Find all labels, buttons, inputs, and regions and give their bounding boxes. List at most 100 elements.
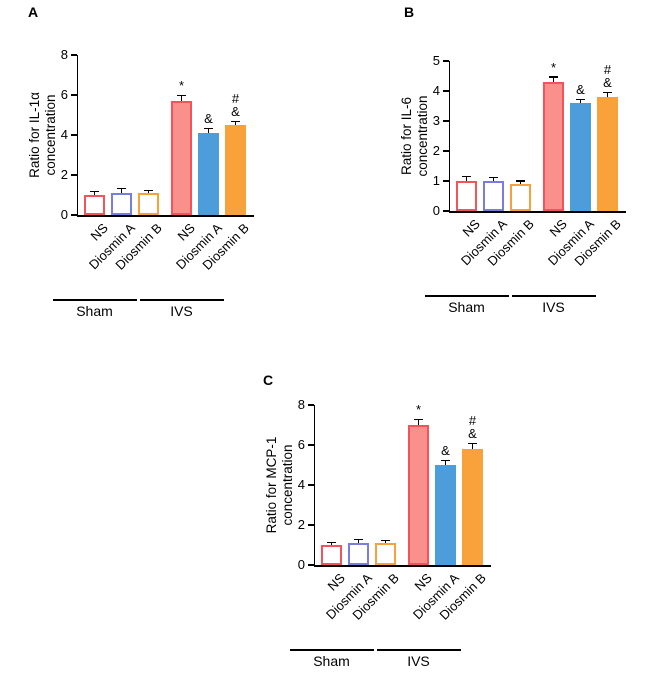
significance-marker: # & — [593, 63, 623, 89]
y-tick-label: 2 — [60, 167, 68, 182]
y-tick-label: 0 — [432, 203, 440, 218]
group-line — [289, 649, 374, 651]
group-label: Sham — [313, 653, 350, 669]
y-tick-label: 5 — [432, 53, 440, 68]
error-bar-cap — [354, 538, 363, 540]
error-bar-cap — [414, 418, 423, 420]
bar — [570, 103, 591, 211]
group-line — [52, 299, 137, 301]
error-bar-cap — [177, 94, 186, 96]
y-tick-label: 4 — [297, 477, 305, 492]
significance-symbol: & — [576, 82, 585, 97]
group-label: Sham — [448, 299, 485, 315]
group-line — [139, 299, 224, 301]
error-bar-line — [234, 122, 237, 125]
error-bar-cap — [603, 91, 612, 94]
group-label: Sham — [76, 303, 113, 319]
y-tick — [71, 54, 77, 56]
error-bar-line — [180, 96, 183, 101]
error-bar-line — [120, 189, 123, 193]
bar — [456, 181, 477, 211]
y-tick — [308, 524, 314, 526]
group-line — [376, 649, 461, 651]
group-line — [511, 295, 596, 297]
y-tick-label: 4 — [432, 83, 440, 98]
error-bar-cap — [468, 442, 477, 444]
significance-symbol: & — [231, 104, 240, 119]
group-label: IVS — [407, 653, 430, 669]
bar — [348, 543, 369, 565]
bar — [111, 193, 132, 215]
y-tick-label: 0 — [60, 207, 68, 222]
significance-marker: * — [539, 61, 569, 74]
group-line — [424, 295, 509, 297]
bar — [543, 82, 564, 211]
panel-letter-b: B — [404, 4, 415, 20]
error-bar-line — [417, 420, 420, 425]
significance-symbol: & — [603, 75, 612, 91]
error-bar-line — [519, 181, 522, 184]
significance-symbol: & — [204, 111, 213, 126]
bar — [171, 101, 192, 215]
error-bar-cap — [441, 459, 450, 461]
error-bar-line — [147, 191, 150, 193]
bar — [435, 465, 456, 565]
group-label: IVS — [542, 299, 565, 315]
error-bar-cap — [204, 127, 213, 129]
y-axis-title-line: Ratio for MCP-1 — [264, 436, 279, 534]
error-bar-cap — [516, 180, 525, 182]
y-tick — [443, 90, 449, 92]
significance-symbol: # — [603, 62, 612, 78]
error-bar-line — [606, 93, 609, 97]
error-bar-line — [357, 540, 360, 543]
significance-marker: & — [194, 112, 224, 125]
bar — [375, 543, 396, 565]
y-tick-label: 8 — [60, 47, 68, 62]
significance-marker: # & — [221, 92, 251, 118]
error-bar-line — [93, 192, 96, 195]
bar — [510, 184, 531, 211]
bar — [225, 125, 246, 215]
y-tick — [71, 134, 77, 136]
y-tick — [308, 484, 314, 486]
error-bar-cap — [549, 76, 558, 78]
error-bar-line — [465, 177, 468, 181]
significance-marker: & — [431, 444, 461, 457]
y-tick-label: 4 — [60, 127, 68, 142]
y-axis — [448, 61, 450, 213]
bar — [483, 181, 504, 211]
error-bar-line — [207, 129, 210, 133]
y-tick-label: 3 — [432, 113, 440, 128]
y-axis — [313, 405, 315, 567]
error-bar-line — [579, 100, 582, 103]
y-tick-label: 6 — [297, 437, 305, 452]
y-tick-label: 1 — [432, 173, 440, 188]
significance-symbol: # — [468, 413, 477, 428]
bar — [462, 449, 483, 565]
y-tick-label: 8 — [297, 397, 305, 412]
significance-symbol: & — [468, 426, 477, 441]
significance-symbol: * — [178, 78, 185, 93]
bar — [138, 193, 159, 215]
significance-symbol: & — [441, 443, 450, 458]
panel-letter-c: C — [263, 372, 274, 388]
error-bar-line — [330, 543, 333, 545]
y-tick-label: 2 — [432, 143, 440, 158]
significance-marker: # & — [458, 414, 488, 440]
error-bar-cap — [144, 189, 153, 191]
error-bar-cap — [576, 98, 585, 100]
group-label: IVS — [170, 303, 193, 319]
error-bar-line — [384, 541, 387, 543]
y-tick — [71, 214, 77, 216]
y-tick — [71, 94, 77, 96]
error-bar-line — [444, 461, 447, 465]
significance-marker: * — [404, 403, 434, 416]
y-tick — [443, 180, 449, 182]
y-tick — [308, 564, 314, 566]
error-bar-cap — [90, 190, 99, 192]
y-tick-label: 0 — [297, 557, 305, 572]
error-bar-cap — [381, 539, 390, 542]
panel-letter-a: A — [28, 4, 39, 20]
error-bar-line — [552, 77, 555, 82]
